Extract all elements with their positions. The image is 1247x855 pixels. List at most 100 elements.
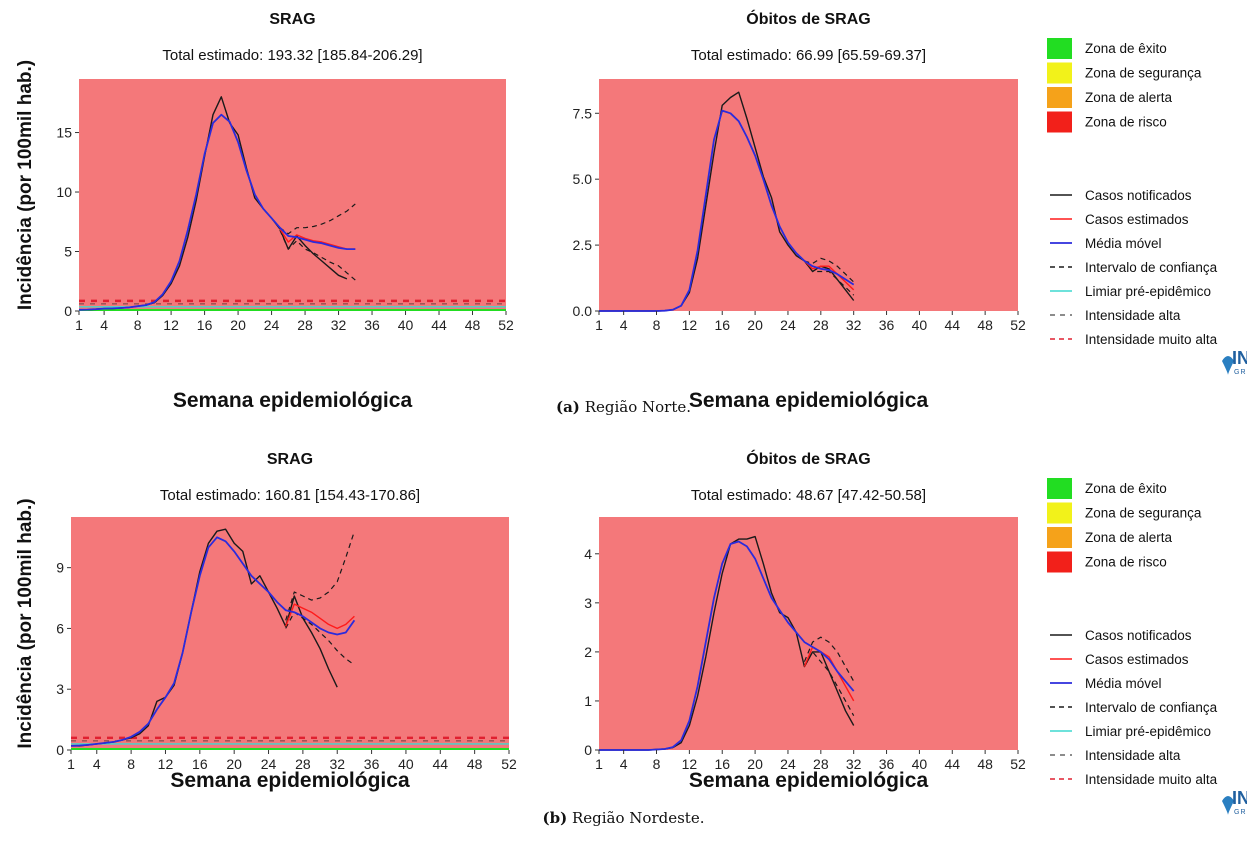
x-tick-label: 28 <box>813 317 829 333</box>
x-axis-label: Semana epidemiológica <box>170 769 410 792</box>
series-line-intervalo-de-confian-a-inf- <box>279 229 356 281</box>
caption-b-text: Região Nordeste. <box>571 809 705 827</box>
caption-b: (b) Região Nordeste. <box>0 809 1247 827</box>
chart-norte-obitos: Óbitos de SRAG Total estimado: 66.99 [65.… <box>573 9 1026 412</box>
chart-title: SRAG <box>267 451 313 468</box>
x-tick-label: 20 <box>747 317 763 333</box>
chart-subtitle: Total estimado: 193.32 [185.84-206.29] <box>162 47 422 64</box>
x-tick-label: 20 <box>747 756 763 772</box>
legend-label: Limiar pré-epidêmico <box>1085 724 1211 739</box>
legend-label: Zona de alerta <box>1085 530 1173 545</box>
chart-title: Óbitos de SRAG <box>746 9 870 28</box>
y-tick-label: 2 <box>584 644 592 660</box>
series-line-intervalo-de-confian-a-sup- <box>285 531 355 621</box>
chart-subtitle: Total estimado: 48.67 [47.42-50.58] <box>691 487 926 504</box>
plot-background <box>599 517 1018 750</box>
chart-nordeste-obitos: Óbitos de SRAG Total estimado: 48.67 [47.… <box>584 449 1026 792</box>
x-tick-label: 52 <box>1010 317 1026 333</box>
legend-swatch-zona-alerta <box>1047 527 1072 548</box>
x-tick-label: 1 <box>595 756 603 772</box>
legend-label: Intervalo de confiança <box>1085 260 1218 275</box>
x-tick-label: 44 <box>433 756 449 772</box>
x-axis-label: Semana epidemiológica <box>689 769 929 792</box>
x-tick-label: 8 <box>127 756 135 772</box>
x-tick-label: 16 <box>714 756 730 772</box>
x-tick-label: 36 <box>879 317 895 333</box>
series-line-casos-estimados <box>803 260 855 291</box>
y-tick-label: 0.0 <box>573 303 593 319</box>
legend-label: Intensidade muito alta <box>1085 772 1218 787</box>
caption-a-text: Região Norte. <box>584 398 691 416</box>
x-tick-label: 52 <box>1010 756 1026 772</box>
infogripe-logo: INFOGRIPE <box>1222 348 1247 376</box>
x-tick-label: 4 <box>620 317 628 333</box>
legend-label: Intensidade alta <box>1085 308 1181 323</box>
series-line-m-dia-m-vel <box>599 109 855 312</box>
series-line-intervalo-de-confian-a-inf- <box>803 260 855 296</box>
series-line-casos-estimados <box>285 603 355 630</box>
legend-label: Casos estimados <box>1085 652 1189 667</box>
x-tick-label: 24 <box>264 317 280 333</box>
x-tick-label: 28 <box>813 756 829 772</box>
x-tick-label: 40 <box>912 756 928 772</box>
logo-drop-icon <box>1222 796 1234 815</box>
chart-subtitle: Total estimado: 160.81 [154.43-170.86] <box>160 487 420 504</box>
legend-swatch-zona-alerta <box>1047 87 1072 108</box>
legend-label: Intensidade alta <box>1085 748 1181 763</box>
x-tick-label: 28 <box>297 317 313 333</box>
y-tick-label: 3 <box>584 595 592 611</box>
x-tick-label: 48 <box>465 317 481 333</box>
legend-swatch-zona-exito <box>1047 38 1072 59</box>
x-tick-label: 24 <box>780 317 796 333</box>
x-tick-label: 44 <box>944 756 960 772</box>
x-tick-label: 1 <box>75 317 83 333</box>
x-tick-label: 1 <box>67 756 75 772</box>
y-tick-label: 10 <box>56 184 72 200</box>
y-tick-label: 15 <box>56 125 72 141</box>
legend-label: Média móvel <box>1085 236 1162 251</box>
y-tick-label: 0 <box>64 303 72 319</box>
series-line-intervalo-de-confian-a-inf- <box>803 651 855 716</box>
legend-norte: Zona de êxito Zona de segurança Zona de al… <box>1047 38 1247 376</box>
caption-a-label: (a) <box>555 398 580 416</box>
plot-background <box>599 79 1018 311</box>
x-tick-label: 44 <box>431 317 447 333</box>
legend-nordeste: Zona de êxito Zona de segurança Zona de al… <box>1047 478 1247 816</box>
y-axis-label: Incidência (por 100mil hab.) <box>15 60 36 310</box>
y-tick-label: 5 <box>64 244 72 260</box>
series-line-intervalo-de-confian-a-sup- <box>803 636 855 682</box>
legend-label: Intervalo de confiança <box>1085 700 1218 715</box>
x-tick-label: 32 <box>846 317 862 333</box>
x-tick-label: 36 <box>879 756 895 772</box>
logo-text: INFO <box>1232 788 1247 808</box>
x-tick-label: 4 <box>620 756 628 772</box>
legend-label: Média móvel <box>1085 676 1162 691</box>
chart-subtitle: Total estimado: 66.99 [65.59-69.37] <box>691 47 926 64</box>
chart-norte-srag: SRAG Total estimado: 193.32 [185.84-206.2… <box>15 11 514 412</box>
x-tick-label: 32 <box>846 756 862 772</box>
x-tick-label: 24 <box>261 756 277 772</box>
legend-label: Zona de risco <box>1085 115 1167 130</box>
legend-swatch-zona-exito <box>1047 478 1072 499</box>
x-tick-label: 12 <box>163 317 179 333</box>
chart-title: Óbitos de SRAG <box>746 449 870 468</box>
y-tick-label: 2.5 <box>573 237 593 253</box>
legend-label: Zona de segurança <box>1085 506 1202 521</box>
x-tick-label: 40 <box>912 317 928 333</box>
x-axis-label: Semana epidemiológica <box>173 389 413 412</box>
x-tick-label: 28 <box>295 756 311 772</box>
y-tick-label: 1 <box>584 693 592 709</box>
x-tick-label: 32 <box>329 756 345 772</box>
x-tick-label: 16 <box>714 317 730 333</box>
logo-subtext: GRIPE <box>1234 369 1247 376</box>
y-axis-label: Incidência (por 100mil hab.) <box>15 498 36 748</box>
x-tick-label: 52 <box>501 756 517 772</box>
infogripe-logo: INFOGRIPE <box>1222 788 1247 816</box>
legend-label: Casos notificados <box>1085 188 1192 203</box>
legend-label: Zona de risco <box>1085 555 1167 570</box>
legend-swatch-zona-seguranca <box>1047 62 1072 84</box>
x-tick-label: 32 <box>331 317 347 333</box>
x-tick-label: 36 <box>364 317 380 333</box>
x-tick-label: 40 <box>398 756 414 772</box>
y-tick-label: 6 <box>56 620 64 636</box>
